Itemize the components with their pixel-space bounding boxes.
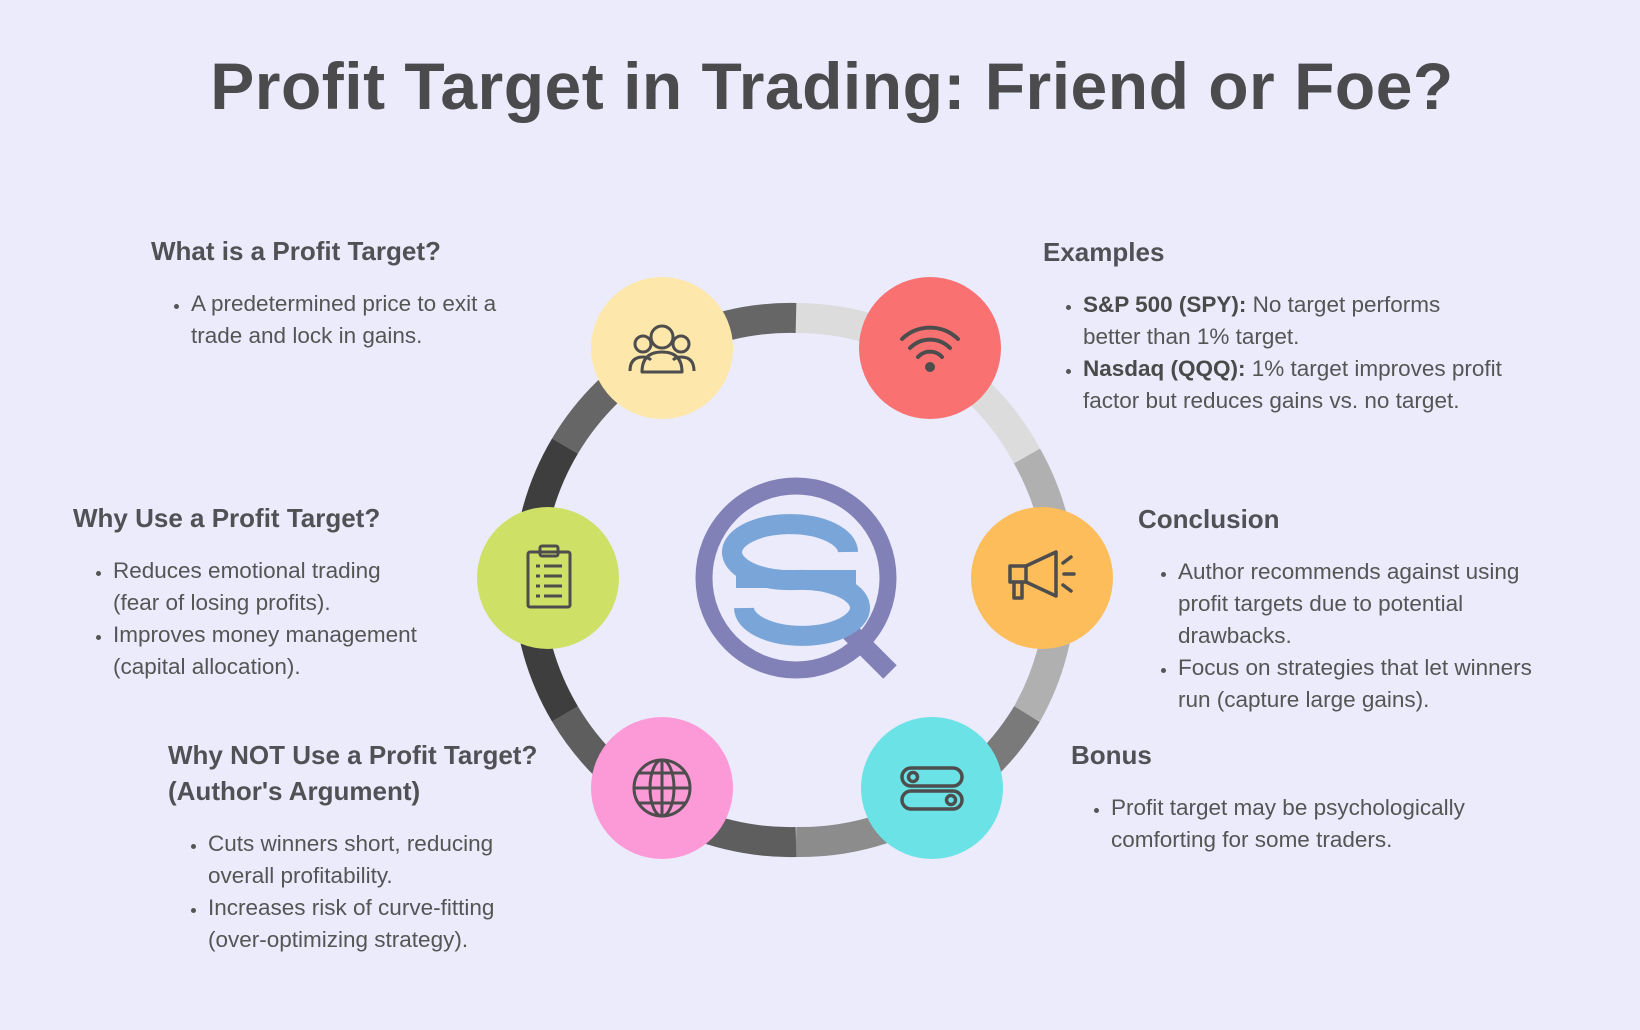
section-heading: Conclusion xyxy=(1138,504,1280,534)
heading-line: Why NOT Use a Profit Target? xyxy=(168,740,538,770)
bullet-list: A predetermined price to exit a trade an… xyxy=(151,288,551,352)
list-item: Improves money management (capital alloc… xyxy=(113,619,453,683)
page-title: Profit Target in Trading: Friend or Foe? xyxy=(210,49,1454,123)
list-item: Increases risk of curve-fitting (over-op… xyxy=(208,892,538,956)
bullet-list: Cuts winners short, reducing overall pro… xyxy=(168,828,598,956)
people-icon xyxy=(591,277,733,419)
section-what-is: What is a Profit Target? A predetermined… xyxy=(151,234,551,352)
section-why-not: Why NOT Use a Profit Target? (Author's A… xyxy=(168,738,598,956)
item-text: No target performs better than 1% target… xyxy=(1083,291,1441,349)
toggle-icon xyxy=(861,717,1003,859)
item-bold: S&P 500 (SPY): xyxy=(1083,291,1247,317)
list-item: Author recommends against using profit t… xyxy=(1178,556,1563,652)
section-bonus: Bonus Profit target may be psychological… xyxy=(1071,738,1511,856)
section-heading: Why NOT Use a Profit Target? (Author's A… xyxy=(168,738,598,810)
section-heading: Bonus xyxy=(1071,740,1152,770)
section-heading: Why Use a Profit Target? xyxy=(73,503,381,533)
list-item: Cuts winners short, reducing overall pro… xyxy=(208,828,528,892)
item-text: 1% target improves profit factor but red… xyxy=(1083,355,1502,413)
heading-line: (Author's Argument) xyxy=(168,775,421,806)
bullet-list: Author recommends against using profit t… xyxy=(1138,556,1578,716)
bullet-list: Profit target may be psychologically com… xyxy=(1071,792,1511,856)
megaphone-icon xyxy=(971,507,1113,649)
section-heading: What is a Profit Target? xyxy=(151,236,441,266)
list-item: S&P 500 (SPY): No target performs better… xyxy=(1083,289,1483,353)
wifi-icon xyxy=(859,277,1001,419)
section-why-use: Why Use a Profit Target? Reduces emotion… xyxy=(73,501,473,683)
section-examples: Examples S&P 500 (SPY): No target perfor… xyxy=(1043,235,1503,417)
item-bold: Nasdaq (QQQ): xyxy=(1083,355,1246,381)
logo-icon xyxy=(695,477,897,679)
list-item: Focus on strategies that let winners run… xyxy=(1178,652,1563,716)
list-item: Nasdaq (QQQ): 1% target improves profit … xyxy=(1083,353,1503,417)
list-item: A predetermined price to exit a trade an… xyxy=(191,288,531,352)
section-conclusion: Conclusion Author recommends against usi… xyxy=(1138,502,1578,716)
globe-icon xyxy=(591,717,733,859)
bullet-list: S&P 500 (SPY): No target performs better… xyxy=(1043,289,1503,417)
list-item: Reduces emotional trading (fear of losin… xyxy=(113,555,433,619)
section-heading: Examples xyxy=(1043,237,1165,267)
list-item: Profit target may be psychologically com… xyxy=(1111,792,1511,856)
bullet-list: Reduces emotional trading (fear of losin… xyxy=(73,555,473,683)
clipboard-icon xyxy=(477,507,619,649)
